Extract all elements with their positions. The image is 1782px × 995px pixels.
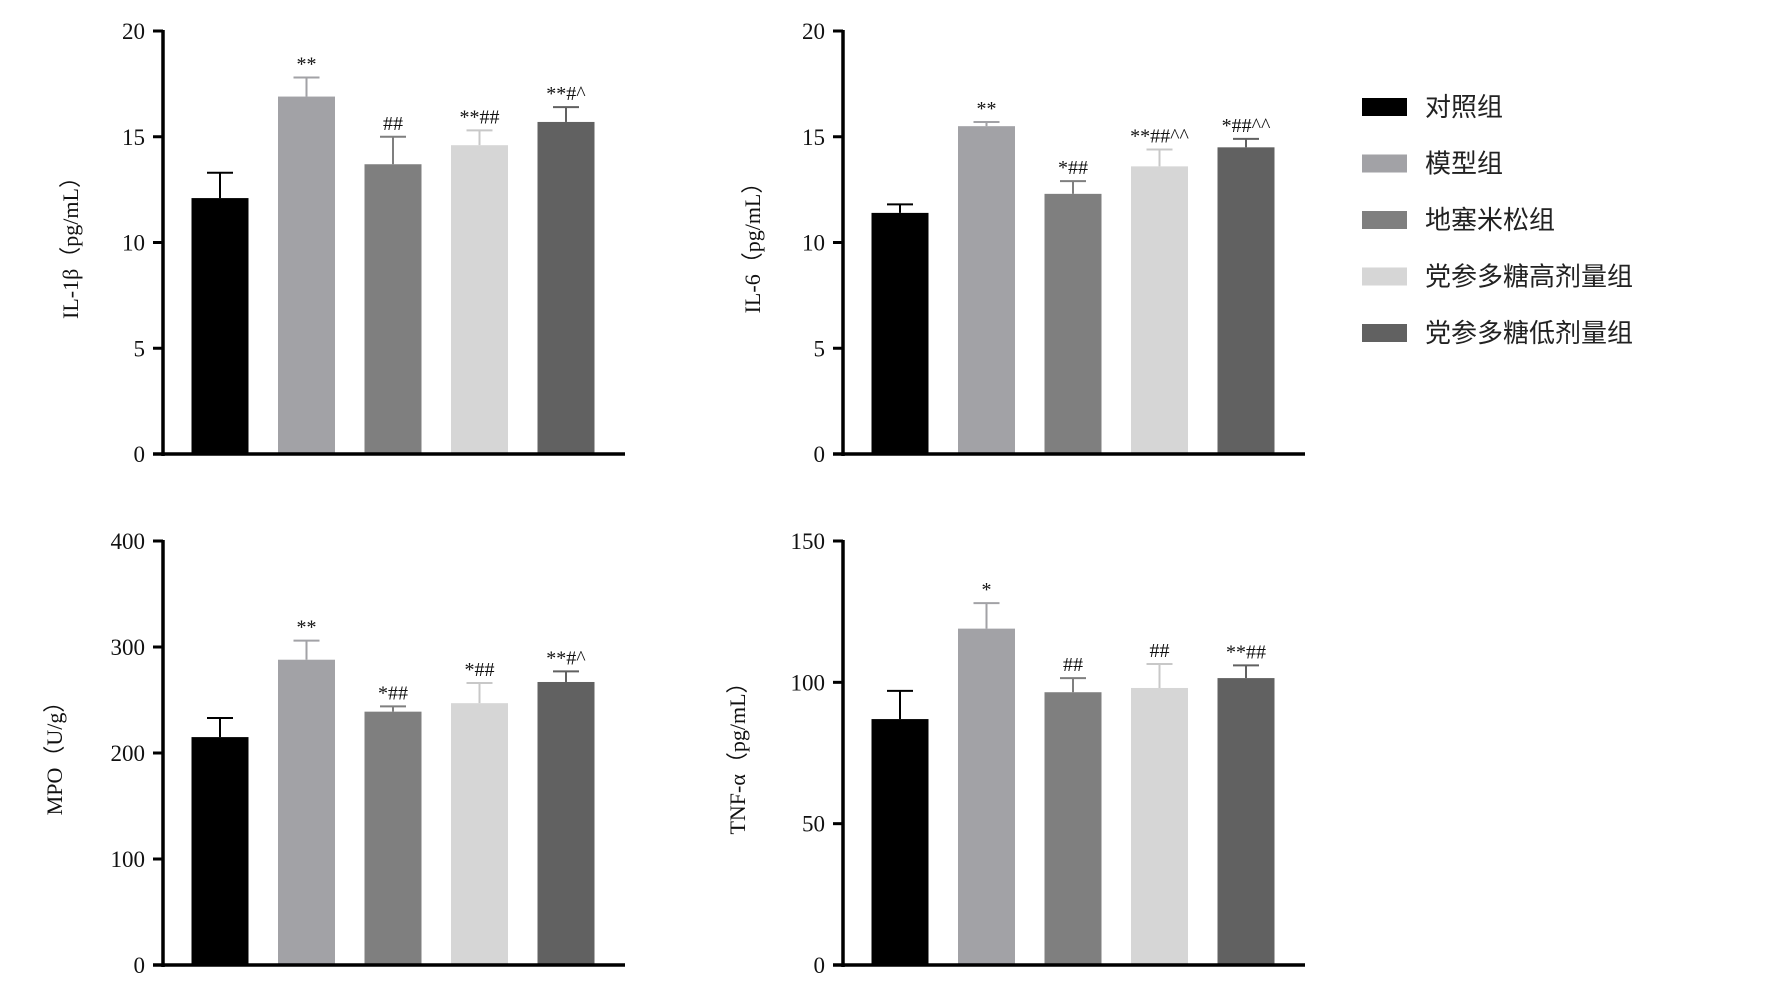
bar bbox=[871, 212, 929, 454]
y-tick-label: 0 bbox=[134, 442, 146, 467]
significance-label: *## bbox=[378, 682, 408, 704]
chart-panel-2: ** *## *## **#^ 0 100 200 300 400 MPO（U/g） bbox=[42, 529, 625, 978]
bar bbox=[278, 96, 335, 454]
bar bbox=[364, 711, 422, 965]
significance-label: **#^ bbox=[546, 647, 586, 669]
bar-chart-panels: **## **##**#^05101520IL-1β（pg/mL）***##**#… bbox=[42, 19, 1305, 978]
legend-label: 党参多糖高剂量组 bbox=[1425, 263, 1633, 293]
significance-label: **##^^ bbox=[1130, 125, 1189, 147]
bar bbox=[278, 659, 335, 965]
y-tick-label: 50 bbox=[802, 812, 825, 837]
bar bbox=[1217, 147, 1275, 454]
bar bbox=[1217, 678, 1275, 965]
y-tick-label: 20 bbox=[802, 19, 825, 44]
legend-swatch bbox=[1362, 211, 1407, 229]
y-tick-label: 20 bbox=[122, 19, 145, 44]
y-tick-label: 100 bbox=[111, 847, 146, 872]
y-tick-label: 300 bbox=[111, 635, 146, 660]
legend-swatch bbox=[1362, 267, 1407, 286]
bar bbox=[537, 121, 595, 454]
bar bbox=[871, 719, 929, 965]
y-tick-label: 5 bbox=[814, 336, 826, 361]
significance-label: *## bbox=[465, 659, 495, 681]
y-axis-label: IL-1β（pg/mL） bbox=[58, 166, 83, 319]
bar bbox=[451, 703, 508, 965]
legend-swatch bbox=[1362, 324, 1407, 342]
legend-label: 对照组 bbox=[1425, 93, 1503, 123]
significance-label: ## bbox=[383, 113, 403, 135]
bar bbox=[191, 198, 249, 454]
y-tick-label: 15 bbox=[122, 125, 145, 150]
y-axis-label: MPO（U/g） bbox=[42, 691, 67, 816]
legend-label: 党参多糖低剂量组 bbox=[1425, 319, 1633, 349]
chart-panel-1: ** *## **##^^ *##^^ 0 5 10 15 20 IL-6（pg/mL） bbox=[740, 19, 1305, 467]
y-tick-label: 400 bbox=[111, 529, 146, 554]
bar bbox=[191, 737, 249, 965]
significance-label: ** bbox=[297, 54, 317, 76]
y-tick-label: 5 bbox=[134, 336, 146, 361]
y-axis-label: IL-6（pg/mL） bbox=[740, 172, 765, 314]
significance-label: ** bbox=[977, 98, 997, 120]
legend-label: 地塞米松组 bbox=[1425, 206, 1555, 236]
legend-label: 模型组 bbox=[1425, 150, 1503, 180]
y-tick-label: 10 bbox=[122, 231, 145, 256]
significance-label: **#^ bbox=[546, 83, 586, 105]
bar bbox=[364, 164, 422, 454]
y-tick-label: 150 bbox=[791, 529, 826, 554]
y-tick-label: 100 bbox=[791, 670, 826, 695]
bar bbox=[1131, 166, 1188, 455]
y-tick-label: 0 bbox=[814, 442, 826, 467]
y-tick-label: 0 bbox=[814, 953, 826, 978]
significance-label: ** bbox=[297, 617, 317, 639]
bar bbox=[958, 628, 1015, 965]
significance-label: ## bbox=[1150, 640, 1170, 662]
significance-label: **## bbox=[1226, 641, 1266, 663]
y-axis-label: TNF-α（pg/mL） bbox=[725, 671, 750, 834]
bar bbox=[958, 126, 1015, 455]
y-tick-label: 15 bbox=[802, 125, 825, 150]
chart-panel-3: * ## ## **## 0 50 100 150 TNF-α（pg/mL） bbox=[725, 529, 1305, 978]
significance-label: * bbox=[982, 579, 992, 601]
significance-label: *##^^ bbox=[1222, 115, 1271, 137]
significance-label: **## bbox=[460, 106, 500, 128]
y-tick-label: 10 bbox=[802, 231, 825, 256]
legend-swatch bbox=[1362, 154, 1407, 173]
bar bbox=[537, 681, 595, 965]
significance-label: ## bbox=[1063, 654, 1083, 676]
bar bbox=[1044, 692, 1102, 965]
bar bbox=[1044, 193, 1102, 455]
significance-label: *## bbox=[1058, 157, 1088, 179]
legend-swatch bbox=[1362, 98, 1407, 116]
y-tick-label: 0 bbox=[134, 953, 146, 978]
y-tick-label: 200 bbox=[111, 741, 146, 766]
bar bbox=[1131, 687, 1188, 965]
bar bbox=[451, 145, 508, 454]
